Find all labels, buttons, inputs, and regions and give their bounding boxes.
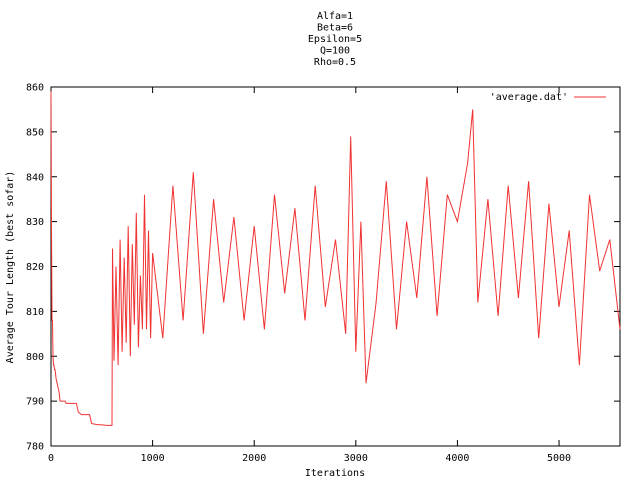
plot-area	[50, 86, 621, 447]
x-tick-label: 5000	[547, 453, 571, 464]
legend-label: 'average.dat'	[490, 92, 568, 103]
x-axis-label: Iterations	[305, 468, 365, 479]
title-line: Epsilon=5	[308, 34, 362, 45]
title-line: Alfa=1	[317, 11, 353, 22]
y-axis: 780 790 800 810 820 830 840 850 860	[26, 83, 620, 453]
y-tick-label: 820	[26, 262, 44, 273]
y-tick-label: 850	[26, 127, 44, 138]
title-line: Q=100	[320, 46, 350, 57]
x-tick-label: 1000	[141, 453, 165, 464]
y-tick-label: 840	[26, 172, 44, 183]
y-tick-label: 800	[26, 352, 44, 363]
y-tick-label: 790	[26, 397, 44, 408]
y-tick-label: 830	[26, 217, 44, 228]
y-tick-label: 780	[26, 442, 44, 453]
title-line: Beta=6	[317, 23, 353, 34]
y-tick-label: 860	[26, 83, 44, 94]
y-axis-label: Average Tour Length (best sofar)	[5, 171, 16, 364]
x-tick-label: 4000	[445, 453, 469, 464]
x-tick-label: 2000	[242, 453, 266, 464]
series-line-average-dat	[50, 91, 621, 426]
x-tick-label: 3000	[344, 453, 368, 464]
x-axis: 0 1000 2000 3000 4000 5000	[48, 87, 571, 464]
title-line: Rho=0.5	[314, 57, 356, 68]
plot-border	[50, 86, 621, 447]
x-tick-label: 0	[48, 453, 54, 464]
y-tick-label: 810	[26, 307, 44, 318]
legend: 'average.dat'	[490, 92, 606, 103]
